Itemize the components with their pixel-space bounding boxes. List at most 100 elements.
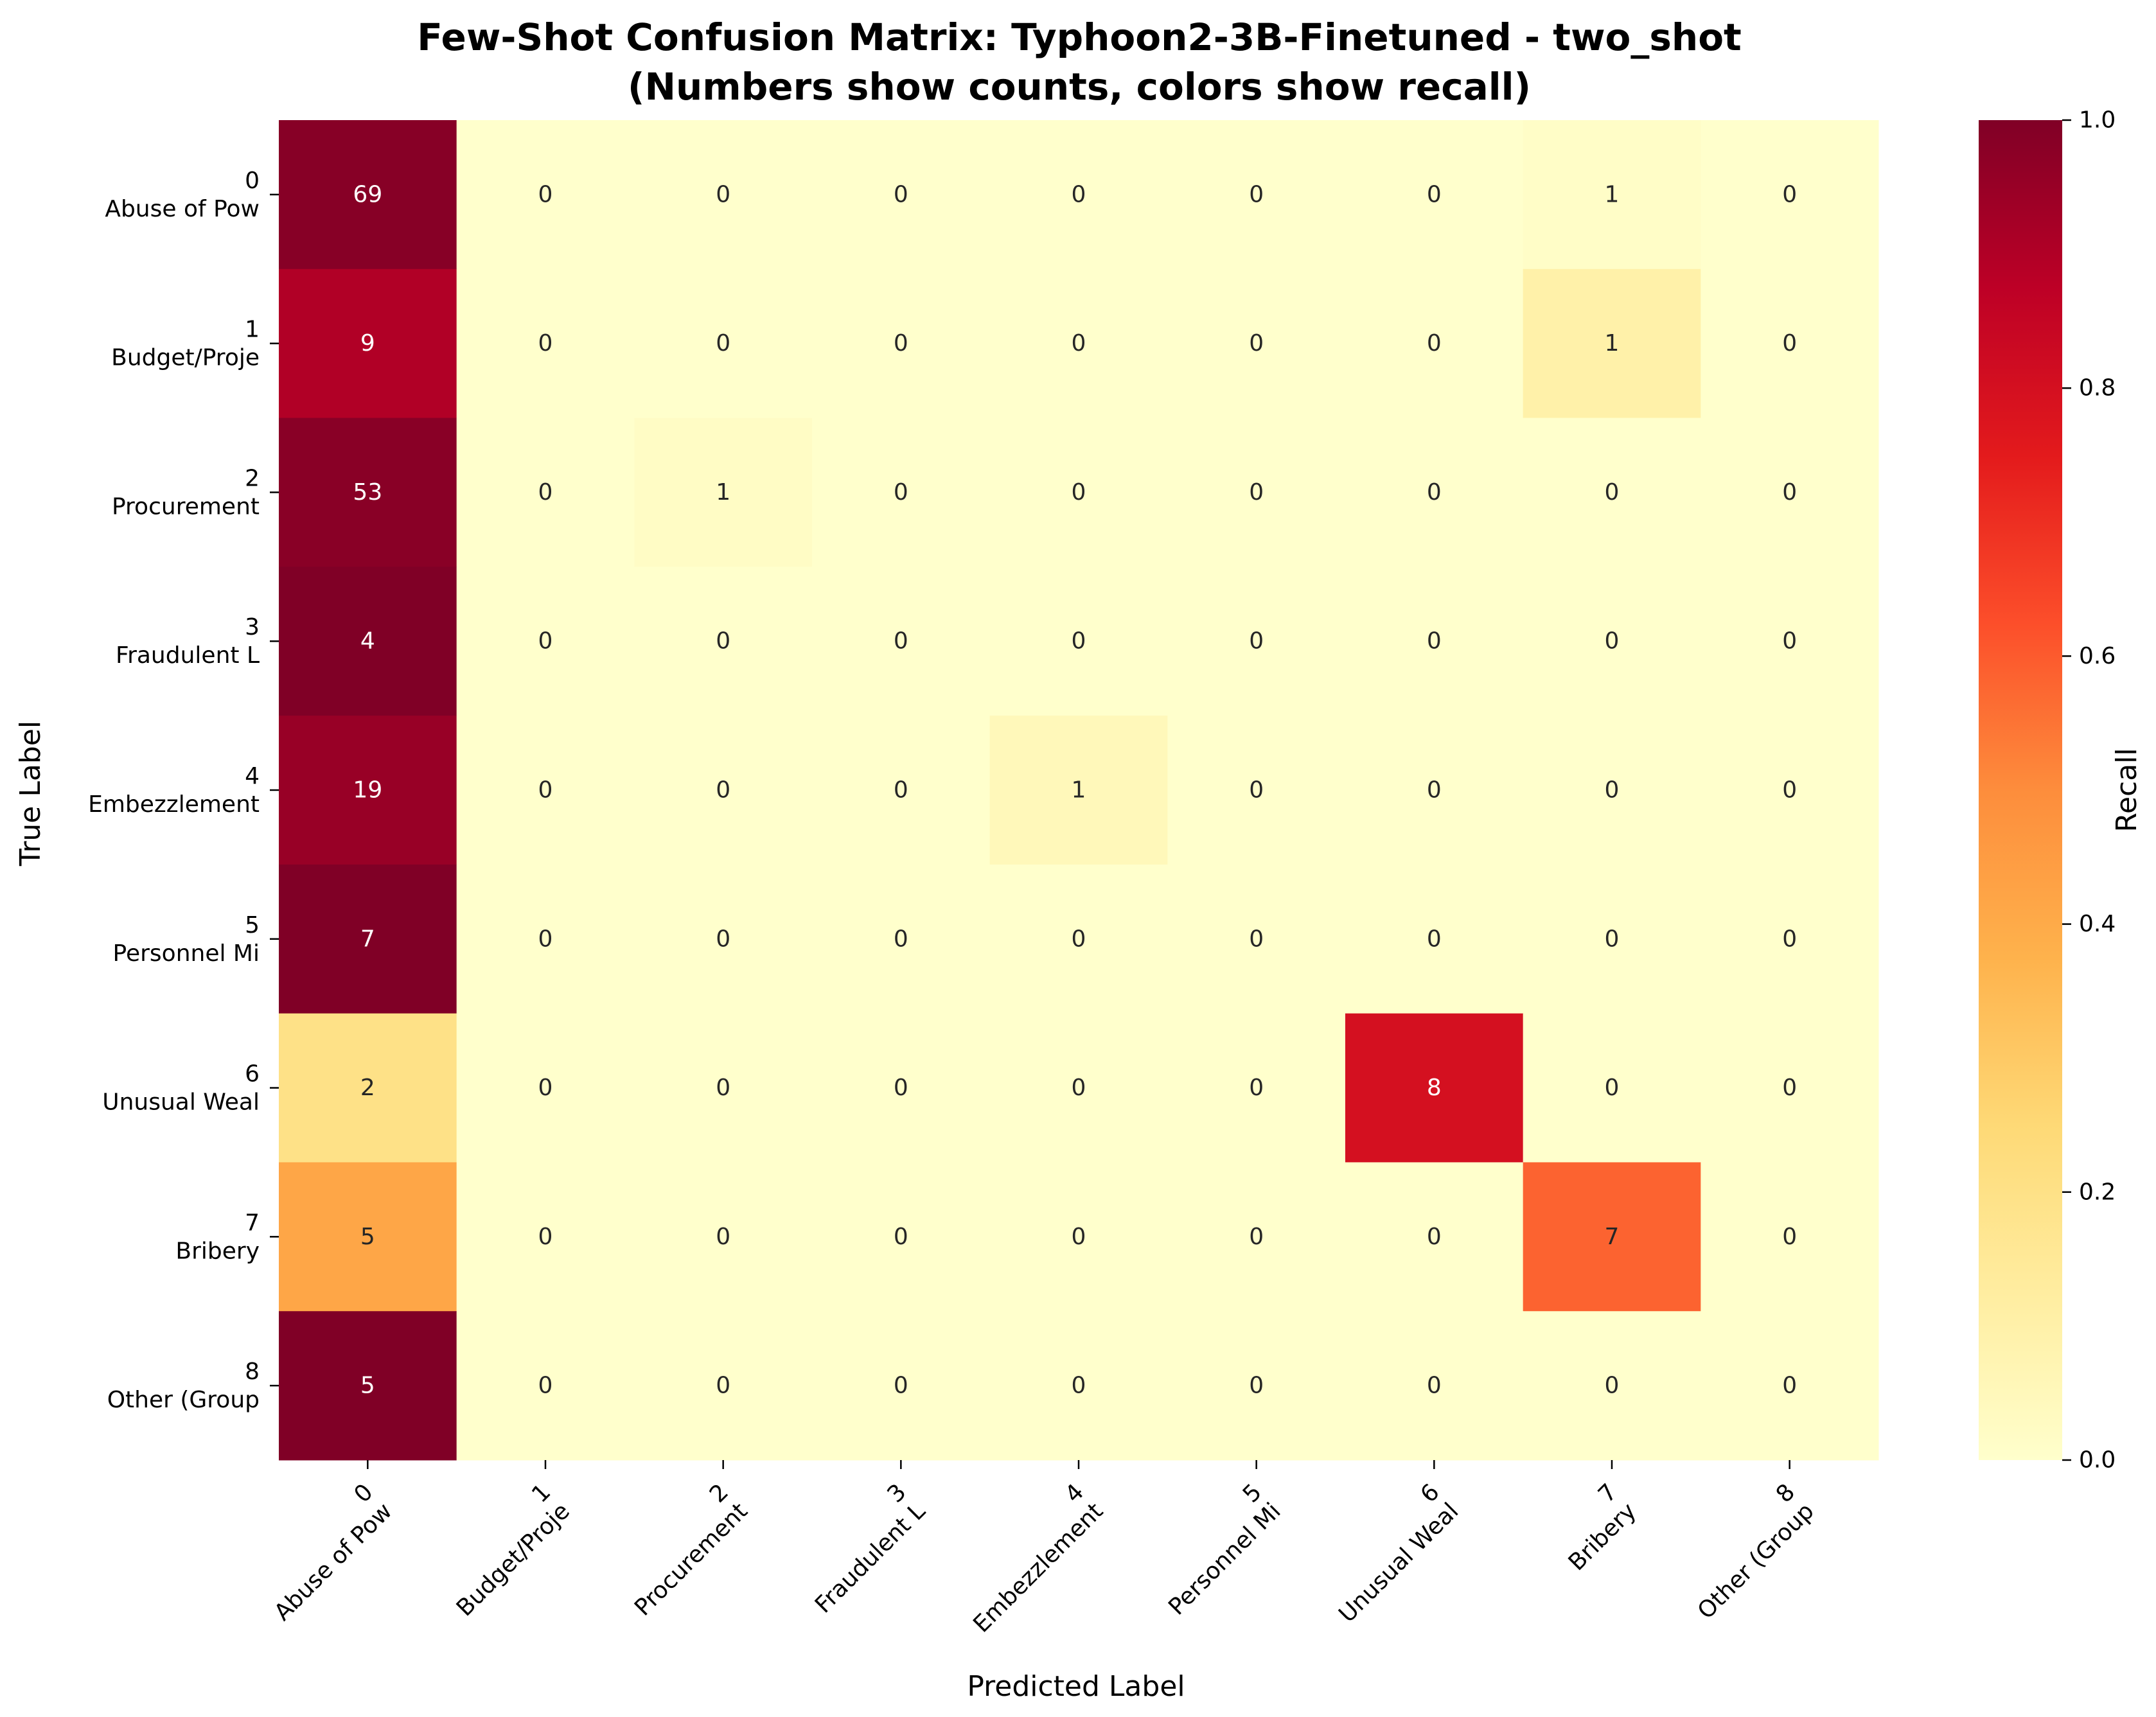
heatmap-cell [1345,120,1524,270]
cell-count-label: 0 [716,330,730,357]
heatmap-cell [1523,716,1701,865]
cell-count-label: 0 [538,181,553,207]
cell-count-label: 0 [538,1373,553,1399]
cell-count-label: 0 [1605,628,1620,655]
x-tick-label: 1Budget/Proje [432,1479,575,1621]
cell-count-label: 5 [360,1224,375,1250]
heatmap-cell [279,716,457,865]
heatmap-cell [456,418,635,567]
colorbar-tick-label: 0.2 [2079,1179,2116,1205]
heatmap-cell [989,1311,1168,1461]
cell-count-label: 0 [716,181,730,207]
heatmap-cell [1167,1162,1346,1312]
heatmap-cell [456,269,635,419]
heatmap-cell [812,120,991,270]
heatmap-cell [1167,269,1346,419]
cell-count-label: 0 [538,330,553,357]
y-tick-label: 5 Personnel Mi [113,912,260,967]
heatmap-cell [456,120,635,270]
heatmap-cell [812,269,991,419]
heatmap-cell [1167,716,1346,865]
heatmap-cell [1523,567,1701,716]
cell-count-label: 7 [1605,1224,1620,1250]
cell-count-label: 0 [1249,1373,1264,1399]
heatmap-cell [812,1311,991,1461]
heatmap-cell [1701,1162,1879,1312]
cell-count-label: 0 [894,777,908,804]
heatmap-cell [812,864,991,1014]
cell-count-label: 0 [538,777,553,804]
heatmap-cell-labels: 69 0 0 0 0 0 0 1 0 9 0 0 0 0 0 0 1 0 53 0 1 0 0 0 0 0 0 4 0 0 0 0 0 0 0 0 19… [353,181,1797,1398]
heatmap-cell [1167,567,1346,716]
y-tick-label: 3 Fraudulent L [116,614,260,669]
chart-title-line1: Few-Shot Confusion Matrix: Typhoon2-3B-F… [417,15,1742,59]
chart-title-line2: (Numbers show counts, colors show recall… [628,65,1531,109]
heatmap-cell [1345,1162,1524,1312]
y-tick-label: 6 Unusual Weal [102,1061,260,1116]
heatmap-cell [1701,269,1879,419]
cell-count-label: 7 [360,926,375,952]
cell-count-label: 0 [538,926,553,952]
heatmap-cell [1345,864,1524,1014]
cell-count-label: 0 [1605,1075,1620,1101]
heatmap-cell [1523,120,1701,270]
x-tick-label: 6Unusual Weal [1315,1479,1464,1628]
y-tick-label: 2 Procurement [112,465,260,520]
cell-count-label: 0 [1782,926,1797,952]
heatmap-cell [1701,864,1879,1014]
colorbar-tick-label: 0.6 [2079,643,2116,669]
y-tick-label: 8 Other (Group [107,1359,260,1413]
heatmap-cell [1345,716,1524,865]
heatmap-cell [1701,120,1879,270]
cell-count-label: 0 [1072,926,1086,952]
cell-count-label: 0 [894,926,908,952]
cell-count-label: 0 [1249,926,1264,952]
cell-count-label: 0 [1782,628,1797,655]
x-tick-label: 8Other (Group [1674,1479,1819,1624]
heatmap-cell [1523,1013,1701,1163]
cell-count-label: 0 [1782,1224,1797,1250]
heatmap-cell [634,716,813,865]
cell-count-label: 0 [1427,479,1442,506]
cell-count-label: 0 [1782,479,1797,506]
heatmap-cell [1701,418,1879,567]
cell-count-label: 0 [716,1075,730,1101]
heatmap-cell [989,1162,1168,1312]
heatmap-cell [456,1311,635,1461]
heatmap-cell [1523,418,1701,567]
cell-count-label: 0 [1249,1224,1264,1250]
cell-count-label: 0 [1605,479,1620,506]
heatmap-cell [989,716,1168,865]
cell-count-label: 0 [894,628,908,655]
colorbar-tick-label: 0.8 [2079,375,2116,401]
heatmap-cell [989,120,1168,270]
cell-count-label: 0 [1249,628,1264,655]
heatmap-cell [279,1162,457,1312]
cell-count-label: 0 [716,1224,730,1250]
cell-count-label: 53 [353,479,382,506]
heatmap-cell [279,1013,457,1163]
cell-count-label: 2 [360,1075,375,1101]
colorbar-tick-label: 1.0 [2079,107,2116,134]
heatmap-cell [812,716,991,865]
cell-count-label: 8 [1427,1075,1442,1101]
cell-count-label: 4 [360,628,375,655]
cell-count-label: 0 [716,777,730,804]
colorbar [1979,120,2062,1460]
cell-count-label: 0 [894,330,908,357]
heatmap-cell [1523,269,1701,419]
heatmap-cell [1167,418,1346,567]
cell-count-label: 0 [1072,181,1086,207]
heatmap-cell [1523,1162,1701,1312]
cell-count-label: 0 [1782,1075,1797,1101]
heatmap-cell [1345,1311,1524,1461]
heatmap-cell [1167,864,1346,1014]
cell-count-label: 0 [1427,1224,1442,1250]
cell-count-label: 0 [1249,777,1264,804]
heatmap-cell [279,418,457,567]
cell-count-label: 0 [894,479,908,506]
heatmap-cell [812,567,991,716]
x-axis-label: Predicted Label [967,1670,1185,1703]
cell-count-label: 0 [538,479,553,506]
heatmap-cell [1345,269,1524,419]
